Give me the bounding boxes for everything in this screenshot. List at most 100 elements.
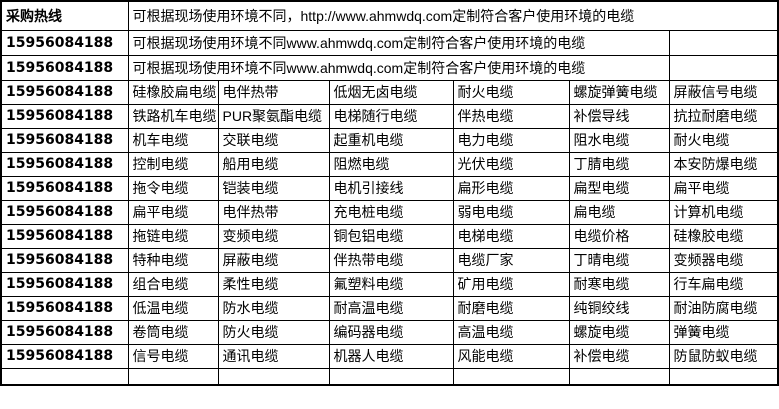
cable-keyword-cell: 低烟无卤电缆 (328, 79, 454, 105)
empty-cell (668, 367, 779, 386)
product-row: 15956084188 铁路机车电缆 PUR聚氨酯电缆 电梯随行电缆 伴热电缆 补偿导线抗… (0, 103, 779, 129)
cable-keyword-cell: 充电桩电缆 (328, 199, 454, 225)
phone-cell: 15956084188 (0, 54, 129, 81)
cable-keyword-cell: 铜包铝电缆 (328, 223, 454, 249)
empty-cell (217, 367, 330, 386)
phone-cell: 15956084188 (0, 343, 129, 369)
cable-keyword-cell: 编码器电缆 (328, 319, 454, 345)
cable-keyword-cell: 阻水电缆 (568, 127, 670, 153)
empty-cell (328, 367, 454, 386)
phone-cell: 15956084188 (0, 271, 129, 297)
phone-cell: 15956084188 (0, 175, 129, 201)
cable-keyword-cell: 高温电缆 (452, 319, 570, 345)
cable-keyword-cell: 变频电缆 (217, 223, 330, 249)
product-row: 15956084188 硅橡胶扁电缆 电伴热带 低烟无卤电缆 耐火电缆 螺旋弹簧电缆 屏蔽信… (0, 79, 779, 105)
cable-keyword-cell: 风能电缆 (452, 343, 570, 369)
product-row: 15956084188 拖链电缆 变频电缆 铜包铝电缆 电梯电缆 电缆价格 硅橡胶电缆 (0, 223, 779, 249)
cable-keyword-cell: 卷筒电缆 (127, 319, 219, 345)
cable-keyword-cell: 光伏电缆 (452, 151, 570, 177)
cable-keyword-cell: 电伴热带 (217, 79, 330, 105)
hotline-label: 采购热线 (0, 0, 129, 31)
empty-cell (668, 29, 779, 56)
cable-keyword-cell: 硅橡胶扁电缆 (127, 79, 219, 105)
product-row: 15956084188 控制电缆 船用电缆 阻燃电缆 光伏电缆 丁腈电缆 本安防爆电缆 (0, 151, 779, 177)
cable-keyword-cell: 耐火电缆 (668, 127, 779, 153)
product-row: 15956084188 组合电缆 柔性电缆 氟塑料电缆 矿用电缆 耐寒电缆 行车扁电缆 (0, 271, 779, 297)
phone-cell: 15956084188 (0, 319, 129, 345)
cable-keyword-cell: 螺旋弹簧电缆 (568, 79, 670, 105)
empty-cell (0, 367, 129, 386)
banner-text-row2: 可根据现场使用环境不同www.ahmwdq.com定制符合客户使用环境的电缆 (127, 29, 670, 56)
product-row: 15956084188 信号电缆 通讯电缆 机器人电缆 风能电缆 补偿电缆 防鼠防蚁电缆 (0, 343, 779, 369)
cable-keyword-cell: 控制电缆 (127, 151, 219, 177)
phone-cell: 15956084188 (0, 127, 129, 153)
cable-keyword-cell: 防鼠防蚁电缆 (668, 343, 779, 369)
cable-keyword-cell: 特种电缆 (127, 247, 219, 273)
cable-keyword-cell: 电梯随行电缆 (328, 103, 454, 129)
cable-keyword-cell: 电力电缆 (452, 127, 570, 153)
cable-keyword-cell: 扁平电缆 (127, 199, 219, 225)
cable-keyword-cell: 阻燃电缆 (328, 151, 454, 177)
cable-keyword-cell: 氟塑料电缆 (328, 271, 454, 297)
banner-row-2: 15956084188 可根据现场使用环境不同www.ahmwdq.com定制符… (0, 29, 779, 56)
cable-keyword-cell: 拖令电缆 (127, 175, 219, 201)
cable-keyword-cell: 防水电缆 (217, 295, 330, 321)
cable-keyword-cell: 行车扁电缆 (668, 271, 779, 297)
cable-keyword-cell: 起重机电缆 (328, 127, 454, 153)
cable-keyword-cell: 弹簧电缆 (668, 319, 779, 345)
phone-cell: 15956084188 (0, 247, 129, 273)
product-row: 15956084188 卷筒电缆 防火电缆 编码器电缆 高温电缆 螺旋电缆 弹簧电缆 (0, 319, 779, 345)
empty-cell (668, 54, 779, 81)
cable-keyword-cell: 耐火电缆 (452, 79, 570, 105)
cable-keyword-cell: 铁路机车电缆 (127, 103, 219, 129)
cable-keyword-cell: 屏蔽电缆 (217, 247, 330, 273)
cable-keyword-cell: 电缆厂家 (452, 247, 570, 273)
cable-keyword-cell: 丁腈电缆 (568, 151, 670, 177)
phone-cell: 15956084188 (0, 295, 129, 321)
cable-keywords-table: 采购热线 可根据现场使用环境不同，http://www.ahmwdq.com定制… (0, 0, 779, 386)
product-row: 15956084188 特种电缆 屏蔽电缆 伴热带电缆 电缆厂家 丁晴电缆 变频器电缆 (0, 247, 779, 273)
cable-keyword-cell: 低温电缆 (127, 295, 219, 321)
cable-keyword-cell: 耐高温电缆 (328, 295, 454, 321)
cable-keyword-cell: PUR聚氨酯电缆 (217, 103, 330, 129)
cable-keyword-cell: 弱电电缆 (452, 199, 570, 225)
cable-keyword-cell: 补偿导线 (568, 103, 670, 129)
phone-cell: 15956084188 (0, 151, 129, 177)
product-row: 15956084188 低温电缆 防水电缆 耐高温电缆 耐磨电缆 纯铜绞线 耐油防腐电缆 (0, 295, 779, 321)
cable-keyword-cell: 电缆价格 (568, 223, 670, 249)
cable-keyword-cell: 电梯电缆 (452, 223, 570, 249)
cable-keyword-cell: 扁电缆 (568, 199, 670, 225)
empty-cell (452, 367, 570, 386)
empty-cell (127, 367, 219, 386)
product-row: 15956084188 机车电缆 交联电缆 起重机电缆 电力电缆 阻水电缆 耐火电缆 (0, 127, 779, 153)
cable-keyword-cell: 耐磨电缆 (452, 295, 570, 321)
cable-keyword-cell: 机车电缆 (127, 127, 219, 153)
banner-text-row3: 可根据现场使用环境不同www.ahmwdq.com定制符合客户使用环境的电缆 (127, 54, 670, 81)
empty-row (0, 367, 779, 386)
cable-keyword-cell: 拖链电缆 (127, 223, 219, 249)
product-row: 15956084188 拖令电缆 铠装电缆 电机引接线 扁形电缆 扁型电缆 扁平电缆 (0, 175, 779, 201)
cable-keyword-cell: 屏蔽信号电缆 (668, 79, 779, 105)
cable-keyword-cell: 耐油防腐电缆 (668, 295, 779, 321)
cable-keyword-cell: 信号电缆 (127, 343, 219, 369)
cable-keyword-cell: 螺旋电缆 (568, 319, 670, 345)
cable-keyword-cell: 耐寒电缆 (568, 271, 670, 297)
cable-keyword-cell: 交联电缆 (217, 127, 330, 153)
cable-keyword-cell: 计算机电缆 (668, 199, 779, 225)
cable-keyword-cell: 丁晴电缆 (568, 247, 670, 273)
cable-keyword-cell: 扁型电缆 (568, 175, 670, 201)
cable-keyword-cell: 柔性电缆 (217, 271, 330, 297)
product-row: 15956084188 扁平电缆 电伴热带 充电桩电缆 弱电电缆 扁电缆 计算机电缆 (0, 199, 779, 225)
cable-keyword-cell: 船用电缆 (217, 151, 330, 177)
banner-text-row1: 可根据现场使用环境不同，http://www.ahmwdq.com定制符合客户使… (127, 0, 779, 31)
cable-keyword-cell: 电机引接线 (328, 175, 454, 201)
cable-keyword-cell: 伴热电缆 (452, 103, 570, 129)
cable-keyword-cell: 通讯电缆 (217, 343, 330, 369)
cable-keyword-cell: 铠装电缆 (217, 175, 330, 201)
cable-keyword-cell: 本安防爆电缆 (668, 151, 779, 177)
cable-keyword-cell: 电伴热带 (217, 199, 330, 225)
cable-keyword-cell: 防火电缆 (217, 319, 330, 345)
phone-cell: 15956084188 (0, 29, 129, 56)
phone-cell: 15956084188 (0, 79, 129, 105)
